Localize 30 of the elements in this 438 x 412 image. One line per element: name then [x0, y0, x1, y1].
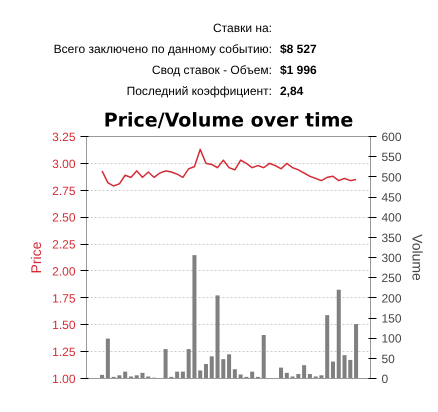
- text: Свод ставок - Объем: $1 996: [150, 62, 317, 79]
- y-tick-label: 1.00: [52, 372, 76, 386]
- y-tick-label: 2.25: [52, 238, 76, 252]
- chart-title: Price/Volume over time: [104, 110, 354, 132]
- y-tick-label: 3.00: [52, 156, 76, 171]
- y-axis-title: Price: [28, 241, 44, 274]
- y2-tick-label: 250: [382, 271, 402, 286]
- text: Последний коэффициент: 2,84: [126, 82, 304, 100]
- y2-tick-label: 200: [382, 291, 402, 306]
- y-tick-label: 1.75: [52, 291, 76, 306]
- y-tick-label: 2.50: [52, 210, 76, 225]
- y2-axis-title: Volume: [410, 234, 426, 282]
- y2-tick-label: 150: [382, 312, 402, 326]
- y2-tick-label: 450: [382, 190, 402, 204]
- y2-tick-label: 600: [382, 130, 402, 144]
- y2-tick-label: 550: [382, 150, 402, 164]
- y-tick-label: 1.50: [52, 318, 76, 332]
- y-tick-label: 1.25: [52, 345, 76, 360]
- y2-tick-label: 100: [382, 332, 402, 346]
- y2-tick-label: 400: [382, 210, 402, 225]
- y2-tick-label: 50: [382, 352, 396, 366]
- text: Ставки на:: [212, 20, 272, 37]
- y-tick-label: 2.75: [52, 184, 76, 198]
- y2-tick-label: 500: [382, 170, 402, 184]
- y-tick-label: 3.25: [52, 130, 76, 144]
- y2-tick-label: 0: [382, 372, 388, 386]
- y2-tick-label: 300: [382, 251, 402, 265]
- text: Всего заключено по данному событию: $8 527: [52, 40, 317, 58]
- y2-tick-label: 350: [382, 230, 402, 245]
- y-tick-label: 2.00: [52, 264, 76, 278]
